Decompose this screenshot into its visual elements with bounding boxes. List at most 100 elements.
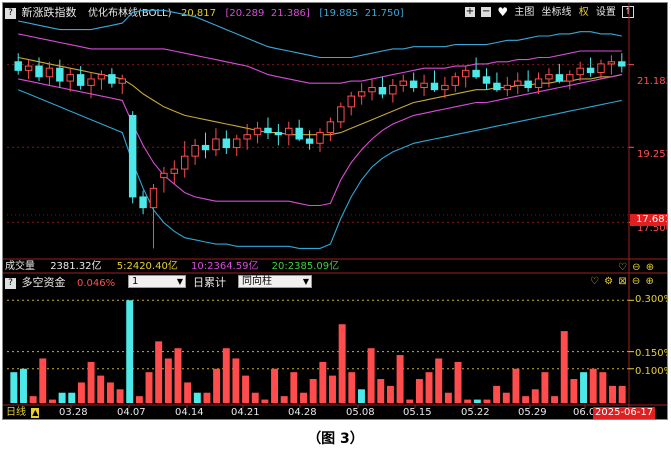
candle-body (201, 144, 210, 151)
money-flow-bar (444, 392, 452, 403)
candle-body (545, 74, 553, 80)
candle-body (586, 67, 595, 73)
candle-body (482, 76, 491, 84)
indicator-name[interactable]: 优化布林线(BOLL) (88, 8, 172, 19)
sub-settings-icon[interactable]: ⚙ (604, 276, 614, 287)
money-flow-bar (406, 399, 414, 403)
sub-y-tick-1: 0.300% (635, 294, 667, 305)
money-flow-bar (29, 396, 37, 403)
money-flow-bar (87, 361, 95, 403)
sub-close-icon[interactable]: ⊠ (618, 276, 627, 287)
volume-label[interactable]: 成交量 (5, 261, 35, 272)
chevron-down-icon: ▼ (302, 277, 309, 286)
heart-icon[interactable]: ♥ (497, 5, 509, 19)
candle-body (420, 82, 428, 89)
volume-total: 2381.32亿 (50, 261, 102, 272)
money-flow-bar (483, 399, 491, 403)
candle-body (493, 82, 501, 91)
sub-title[interactable]: 多空资金 (21, 276, 66, 289)
money-flow-bar (415, 379, 423, 403)
money-flow-bar (251, 392, 259, 403)
export-icon[interactable]: ↑ (622, 6, 635, 18)
money-flow-bar (164, 358, 172, 403)
candle-body (566, 74, 574, 82)
candle-body (35, 65, 43, 78)
boll-mid-value: 20.817 (181, 8, 217, 19)
money-flow-bar (116, 389, 124, 403)
volume-ma10: 10:2364.59亿 (191, 261, 259, 272)
outer-upper-band (18, 9, 622, 59)
candle-body (597, 63, 605, 73)
candle-body (389, 84, 397, 95)
money-flow-bar (512, 368, 520, 403)
money-flow-bar (271, 368, 279, 403)
money-flow-bar (203, 392, 211, 403)
index-title[interactable]: 新涨跌指数 (21, 6, 77, 19)
period-tab-daily[interactable]: 日线 ▲ (6, 407, 40, 419)
candle-body (285, 127, 293, 136)
main-chart-button[interactable]: 主图 (514, 7, 535, 18)
candle-body (576, 67, 584, 76)
volume-strip: 成交量 2381.32亿 5:2420.40亿 10:2364.59亿 20:2… (5, 261, 339, 273)
right-adjust-button[interactable]: 权 (578, 7, 589, 18)
warning-icon[interactable]: ▲ (31, 408, 40, 418)
money-flow-bar (213, 368, 221, 403)
main-toolbar: + − ♥ 主图 坐标线 权 设置 ↑ (465, 5, 635, 19)
coord-line-button[interactable]: 坐标线 (541, 7, 572, 18)
candle-body (607, 61, 616, 65)
candle-body (45, 67, 54, 78)
candlestick-chart[interactable] (3, 3, 668, 420)
volume-zoomin-icon[interactable]: ⊕ (645, 262, 655, 273)
money-flow-bar (97, 375, 105, 403)
volume-ma20: 20:2385.09亿 (271, 261, 340, 272)
sub-heart-icon[interactable]: ♡ (590, 276, 599, 287)
candle-body (243, 134, 251, 140)
date-tick: 06.06 (573, 407, 602, 418)
candle-body (514, 80, 522, 86)
candle-body (97, 74, 106, 80)
candle-body (253, 127, 262, 136)
settings-button[interactable]: 设置 (595, 7, 616, 18)
y-tick-2: 19.257 (637, 149, 667, 160)
candle-body (24, 65, 33, 71)
sub-help-icon[interactable]: ? (5, 277, 16, 289)
y-tick-1: 21.183 (637, 76, 667, 87)
candle-body (305, 138, 314, 144)
volume-heart-icon[interactable]: ♡ (618, 262, 627, 273)
candle-body (139, 196, 147, 209)
sub-zoomout-icon[interactable]: ⊖ (631, 276, 641, 287)
period-select[interactable]: 1 ▼ (128, 275, 186, 288)
sub-zoomin-icon[interactable]: ⊕ (645, 276, 654, 287)
money-flow-bar (435, 358, 443, 403)
mid-band (18, 56, 622, 136)
money-flow-bar (232, 358, 240, 403)
boll-upper-value: 21.386] (270, 8, 310, 19)
money-flow-bar (357, 389, 365, 403)
candle-body (357, 91, 366, 97)
add-icon[interactable]: + (465, 6, 475, 17)
y-tick-3: 17.506 (637, 223, 667, 234)
sub-value: 0.046% (77, 278, 116, 289)
candle-body (337, 106, 345, 123)
money-flow-bar (58, 392, 66, 403)
help-icon[interactable]: ? (5, 7, 16, 19)
money-flow-bar (309, 379, 317, 403)
date-tick: 04.28 (288, 407, 317, 418)
sub-toolbar: ♡ ⚙ ⊠ ⊖ ⊕ (590, 276, 654, 288)
date-tick: 04.07 (117, 407, 146, 418)
money-flow-bar (348, 372, 356, 403)
mode-select[interactable]: 同向柱 ▼ (238, 275, 312, 288)
candle-body (503, 84, 512, 91)
period-select-value: 1 (132, 276, 139, 287)
candle-body (264, 127, 272, 134)
candle-body (618, 61, 626, 67)
minus-icon[interactable]: − (481, 6, 492, 17)
figure-caption: （图 3） (307, 431, 364, 447)
candle-body (56, 67, 64, 82)
money-flow-bar (106, 382, 114, 403)
candle-body (534, 78, 543, 89)
mode-select-value: 同向柱 (242, 276, 272, 287)
money-flow-bar (126, 300, 134, 403)
volume-zoomout-icon[interactable]: ⊖ (632, 262, 641, 273)
lower-band (18, 74, 622, 207)
